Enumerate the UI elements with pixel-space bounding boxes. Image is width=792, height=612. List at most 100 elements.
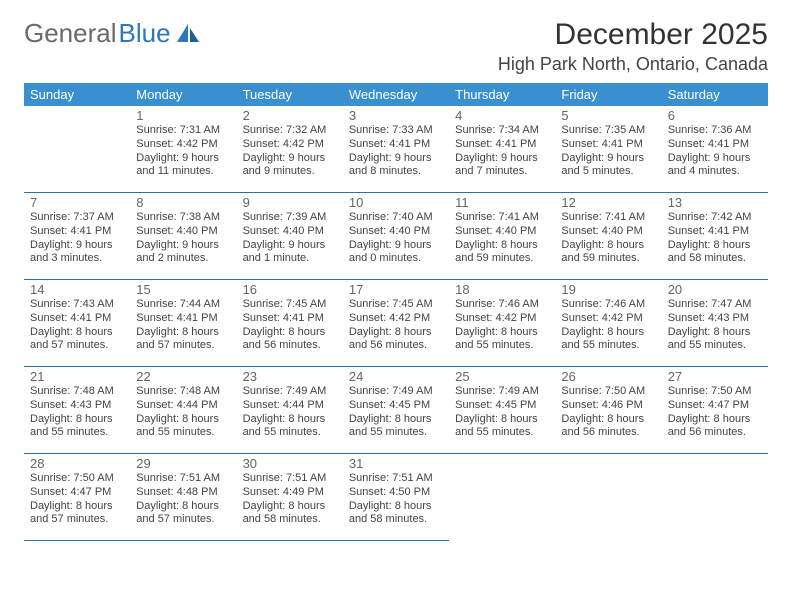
sunset-line: Sunset: 4:49 PM — [243, 486, 337, 500]
day-number: 26 — [561, 369, 655, 384]
weekday-header: Saturday — [662, 83, 768, 106]
sunset-line: Sunset: 4:40 PM — [455, 225, 549, 239]
daylight-line: Daylight: 8 hours and 55 minutes. — [243, 413, 337, 441]
sunset-line: Sunset: 4:47 PM — [668, 399, 762, 413]
calendar-cell: 1Sunrise: 7:31 AMSunset: 4:42 PMDaylight… — [130, 106, 236, 193]
daylight-line: Daylight: 8 hours and 57 minutes. — [30, 326, 124, 354]
calendar-head: SundayMondayTuesdayWednesdayThursdayFrid… — [24, 83, 768, 106]
calendar-cell: 12Sunrise: 7:41 AMSunset: 4:40 PMDayligh… — [555, 193, 661, 280]
sunset-line: Sunset: 4:42 PM — [349, 312, 443, 326]
sunrise-line: Sunrise: 7:37 AM — [30, 211, 124, 225]
calendar-cell: 7Sunrise: 7:37 AMSunset: 4:41 PMDaylight… — [24, 193, 130, 280]
day-number: 29 — [136, 456, 230, 471]
sunset-line: Sunset: 4:41 PM — [455, 138, 549, 152]
header-row: GeneralBlue December 2025 High Park Nort… — [24, 18, 768, 75]
brand-word-1: General — [24, 18, 117, 49]
daylight-line: Daylight: 8 hours and 55 minutes. — [455, 326, 549, 354]
calendar-cell: 5Sunrise: 7:35 AMSunset: 4:41 PMDaylight… — [555, 106, 661, 193]
sunrise-line: Sunrise: 7:50 AM — [668, 385, 762, 399]
day-number: 10 — [349, 195, 443, 210]
weekday-header: Friday — [555, 83, 661, 106]
sunrise-line: Sunrise: 7:31 AM — [136, 124, 230, 138]
daylight-line: Daylight: 9 hours and 11 minutes. — [136, 152, 230, 180]
calendar-cell: 4Sunrise: 7:34 AMSunset: 4:41 PMDaylight… — [449, 106, 555, 193]
sunrise-line: Sunrise: 7:44 AM — [136, 298, 230, 312]
daylight-line: Daylight: 8 hours and 55 minutes. — [668, 326, 762, 354]
day-number: 15 — [136, 282, 230, 297]
daylight-line: Daylight: 8 hours and 56 minutes. — [243, 326, 337, 354]
sunrise-line: Sunrise: 7:43 AM — [30, 298, 124, 312]
sunset-line: Sunset: 4:41 PM — [349, 138, 443, 152]
sunset-line: Sunset: 4:42 PM — [561, 312, 655, 326]
daylight-line: Daylight: 9 hours and 1 minute. — [243, 239, 337, 267]
day-number: 14 — [30, 282, 124, 297]
daylight-line: Daylight: 8 hours and 57 minutes. — [30, 500, 124, 528]
sunset-line: Sunset: 4:46 PM — [561, 399, 655, 413]
daylight-line: Daylight: 8 hours and 56 minutes. — [668, 413, 762, 441]
calendar-row: 7Sunrise: 7:37 AMSunset: 4:41 PMDaylight… — [24, 193, 768, 280]
day-number: 31 — [349, 456, 443, 471]
day-number: 5 — [561, 108, 655, 123]
sunset-line: Sunset: 4:42 PM — [243, 138, 337, 152]
sunset-line: Sunset: 4:43 PM — [668, 312, 762, 326]
calendar-cell: 10Sunrise: 7:40 AMSunset: 4:40 PMDayligh… — [343, 193, 449, 280]
day-number: 24 — [349, 369, 443, 384]
title-block: December 2025 High Park North, Ontario, … — [498, 18, 768, 75]
calendar-cell: 14Sunrise: 7:43 AMSunset: 4:41 PMDayligh… — [24, 280, 130, 367]
calendar-table: SundayMondayTuesdayWednesdayThursdayFrid… — [24, 83, 768, 541]
weekday-row: SundayMondayTuesdayWednesdayThursdayFrid… — [24, 83, 768, 106]
day-number: 12 — [561, 195, 655, 210]
sunset-line: Sunset: 4:41 PM — [30, 225, 124, 239]
sunrise-line: Sunrise: 7:47 AM — [668, 298, 762, 312]
calendar-cell: 31Sunrise: 7:51 AMSunset: 4:50 PMDayligh… — [343, 454, 449, 541]
calendar-cell: 20Sunrise: 7:47 AMSunset: 4:43 PMDayligh… — [662, 280, 768, 367]
weekday-header: Tuesday — [237, 83, 343, 106]
calendar-page: GeneralBlue December 2025 High Park Nort… — [0, 0, 792, 612]
sunrise-line: Sunrise: 7:41 AM — [455, 211, 549, 225]
sunset-line: Sunset: 4:41 PM — [243, 312, 337, 326]
day-number: 17 — [349, 282, 443, 297]
daylight-line: Daylight: 8 hours and 55 minutes. — [349, 413, 443, 441]
brand-logo: GeneralBlue — [24, 18, 201, 49]
calendar-cell — [662, 454, 768, 541]
day-number: 3 — [349, 108, 443, 123]
calendar-cell: 18Sunrise: 7:46 AMSunset: 4:42 PMDayligh… — [449, 280, 555, 367]
calendar-cell: 8Sunrise: 7:38 AMSunset: 4:40 PMDaylight… — [130, 193, 236, 280]
sunrise-line: Sunrise: 7:38 AM — [136, 211, 230, 225]
sunrise-line: Sunrise: 7:45 AM — [349, 298, 443, 312]
daylight-line: Daylight: 9 hours and 7 minutes. — [455, 152, 549, 180]
daylight-line: Daylight: 8 hours and 59 minutes. — [455, 239, 549, 267]
calendar-row: 28Sunrise: 7:50 AMSunset: 4:47 PMDayligh… — [24, 454, 768, 541]
weekday-header: Wednesday — [343, 83, 449, 106]
calendar-cell — [555, 454, 661, 541]
daylight-line: Daylight: 8 hours and 55 minutes. — [455, 413, 549, 441]
sunrise-line: Sunrise: 7:50 AM — [30, 472, 124, 486]
calendar-body: 1Sunrise: 7:31 AMSunset: 4:42 PMDaylight… — [24, 106, 768, 541]
calendar-cell: 30Sunrise: 7:51 AMSunset: 4:49 PMDayligh… — [237, 454, 343, 541]
calendar-cell: 9Sunrise: 7:39 AMSunset: 4:40 PMDaylight… — [237, 193, 343, 280]
daylight-line: Daylight: 9 hours and 3 minutes. — [30, 239, 124, 267]
calendar-cell: 26Sunrise: 7:50 AMSunset: 4:46 PMDayligh… — [555, 367, 661, 454]
sunrise-line: Sunrise: 7:34 AM — [455, 124, 549, 138]
daylight-line: Daylight: 8 hours and 59 minutes. — [561, 239, 655, 267]
calendar-cell: 27Sunrise: 7:50 AMSunset: 4:47 PMDayligh… — [662, 367, 768, 454]
sunset-line: Sunset: 4:41 PM — [668, 138, 762, 152]
calendar-cell: 13Sunrise: 7:42 AMSunset: 4:41 PMDayligh… — [662, 193, 768, 280]
daylight-line: Daylight: 8 hours and 58 minutes. — [243, 500, 337, 528]
day-number: 25 — [455, 369, 549, 384]
sunset-line: Sunset: 4:48 PM — [136, 486, 230, 500]
sunrise-line: Sunrise: 7:36 AM — [668, 124, 762, 138]
sunrise-line: Sunrise: 7:49 AM — [243, 385, 337, 399]
calendar-cell: 22Sunrise: 7:48 AMSunset: 4:44 PMDayligh… — [130, 367, 236, 454]
calendar-cell: 17Sunrise: 7:45 AMSunset: 4:42 PMDayligh… — [343, 280, 449, 367]
sunrise-line: Sunrise: 7:35 AM — [561, 124, 655, 138]
calendar-cell: 6Sunrise: 7:36 AMSunset: 4:41 PMDaylight… — [662, 106, 768, 193]
sunset-line: Sunset: 4:50 PM — [349, 486, 443, 500]
daylight-line: Daylight: 9 hours and 9 minutes. — [243, 152, 337, 180]
sunset-line: Sunset: 4:44 PM — [243, 399, 337, 413]
sunrise-line: Sunrise: 7:46 AM — [455, 298, 549, 312]
day-number: 8 — [136, 195, 230, 210]
sunrise-line: Sunrise: 7:49 AM — [349, 385, 443, 399]
sunrise-line: Sunrise: 7:46 AM — [561, 298, 655, 312]
month-year-title: December 2025 — [498, 18, 768, 52]
